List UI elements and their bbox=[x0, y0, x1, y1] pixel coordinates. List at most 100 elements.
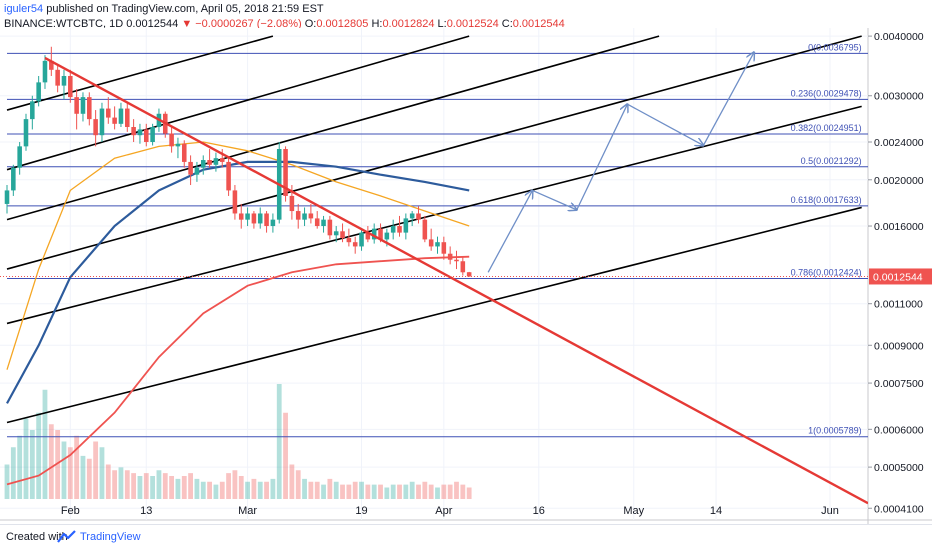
candle bbox=[460, 256, 466, 276]
candle-body bbox=[232, 190, 238, 214]
candle bbox=[232, 185, 238, 220]
volume-bar bbox=[327, 478, 333, 499]
candle-body bbox=[251, 213, 257, 224]
projection-path[interactable] bbox=[487, 52, 754, 273]
y-tick-label: 0.0020000 bbox=[874, 175, 924, 187]
y-tick-label: 0.0006000 bbox=[874, 424, 924, 436]
candle bbox=[403, 213, 409, 240]
volume-bar bbox=[321, 484, 326, 499]
projection-arrow[interactable] bbox=[702, 52, 754, 146]
candle bbox=[257, 207, 263, 229]
candle-body bbox=[441, 242, 447, 254]
candle bbox=[219, 149, 225, 168]
y-tick-label: 0.0016000 bbox=[874, 221, 924, 233]
volume-bar bbox=[346, 484, 352, 499]
candle-body bbox=[321, 219, 326, 227]
candle bbox=[333, 226, 339, 243]
projection-arrow[interactable] bbox=[532, 189, 576, 209]
candle bbox=[340, 223, 345, 243]
candle-body bbox=[416, 213, 421, 220]
channel-line[interactable] bbox=[6, 35, 470, 171]
candle-body bbox=[238, 213, 244, 220]
candle bbox=[352, 236, 358, 254]
candle-body bbox=[409, 213, 415, 219]
channel-line[interactable] bbox=[6, 105, 862, 325]
candle-body bbox=[169, 133, 174, 147]
price-change: ▼ −0.0000267 (−2.08%) bbox=[181, 18, 302, 30]
high-label: H: bbox=[371, 18, 383, 30]
projection-arrow[interactable] bbox=[487, 190, 532, 273]
volume-bar bbox=[238, 476, 244, 499]
candle-body bbox=[93, 119, 98, 136]
candle-body bbox=[346, 238, 352, 243]
channel-line[interactable] bbox=[6, 206, 862, 424]
candle-body bbox=[371, 228, 377, 240]
channel-line[interactable] bbox=[6, 35, 862, 270]
projection-arrow[interactable] bbox=[576, 104, 628, 211]
grid-lines bbox=[0, 28, 868, 520]
volume-bar bbox=[213, 484, 219, 499]
x-tick-label: 14 bbox=[710, 505, 722, 517]
parallel-channel-lines[interactable] bbox=[6, 35, 862, 424]
volume-bar bbox=[112, 470, 118, 499]
candle bbox=[308, 203, 314, 224]
volume-bar bbox=[156, 470, 162, 499]
candle-body bbox=[365, 232, 371, 240]
publisher-link[interactable]: iguler54 bbox=[4, 3, 44, 15]
y-tick-label: 0.0024000 bbox=[874, 137, 924, 149]
volume-bar bbox=[365, 484, 371, 499]
fib-level-label: 0.5(0.0021292) bbox=[801, 156, 862, 166]
candle bbox=[327, 215, 333, 240]
volume-bar bbox=[454, 481, 459, 499]
projection-arrow[interactable] bbox=[627, 103, 703, 145]
trendline-segment[interactable] bbox=[44, 56, 868, 505]
volume-bar bbox=[264, 481, 269, 499]
candle-body bbox=[80, 97, 86, 114]
y-tick-label: 0.0007500 bbox=[874, 378, 924, 390]
tradingview-brand-link[interactable]: TradingView bbox=[80, 531, 141, 543]
candle-body bbox=[74, 97, 79, 114]
candle bbox=[181, 140, 187, 168]
candle-body bbox=[454, 259, 459, 262]
volume-bar bbox=[416, 484, 421, 499]
close-label: C: bbox=[501, 18, 513, 30]
candle-body bbox=[397, 226, 402, 233]
candle bbox=[428, 228, 434, 251]
candle bbox=[11, 164, 16, 196]
ma-blue-line bbox=[6, 160, 470, 404]
volume-bar bbox=[308, 481, 314, 499]
volume-bar bbox=[352, 481, 358, 499]
candle bbox=[302, 207, 307, 227]
candle-body bbox=[112, 117, 117, 124]
price-axis[interactable]: 0.0040000 0.0030000 0.0024000 0.0020000 0.00… bbox=[868, 31, 924, 515]
fib-level-label: 0.786(0.0012424) bbox=[791, 267, 862, 277]
candle bbox=[137, 123, 143, 144]
volume-bar bbox=[36, 412, 42, 499]
x-tick-label: Mar bbox=[238, 505, 257, 517]
channel-line[interactable] bbox=[6, 35, 274, 111]
candle-body bbox=[447, 253, 453, 260]
candle-body bbox=[61, 75, 67, 86]
candle-body bbox=[106, 108, 111, 118]
candle-body bbox=[87, 97, 92, 120]
time-axis[interactable]: Feb 13 Mar 19 Apr 16 May 14 Jun bbox=[61, 505, 839, 517]
candle bbox=[99, 102, 105, 142]
downtrend-line[interactable] bbox=[44, 56, 868, 505]
candle bbox=[125, 102, 130, 132]
volume-bar bbox=[105, 464, 111, 499]
candle-body bbox=[257, 213, 263, 224]
candle bbox=[175, 137, 181, 159]
volume-bar bbox=[378, 484, 383, 499]
volume-bar bbox=[93, 441, 99, 499]
candle-body bbox=[137, 129, 143, 136]
volume-bar bbox=[232, 470, 238, 499]
candle bbox=[87, 92, 92, 126]
channel-line[interactable] bbox=[6, 35, 660, 221]
candle-body bbox=[308, 213, 314, 219]
volume-bar bbox=[131, 473, 137, 499]
volume-bar bbox=[289, 464, 295, 499]
volume-bar bbox=[245, 481, 250, 499]
candle bbox=[106, 97, 111, 124]
price-chart[interactable]: 0(0.0036795) 0.236(0.0029478) 0.382(0.0024… bbox=[0, 0, 932, 524]
x-tick-label: Feb bbox=[61, 505, 80, 517]
